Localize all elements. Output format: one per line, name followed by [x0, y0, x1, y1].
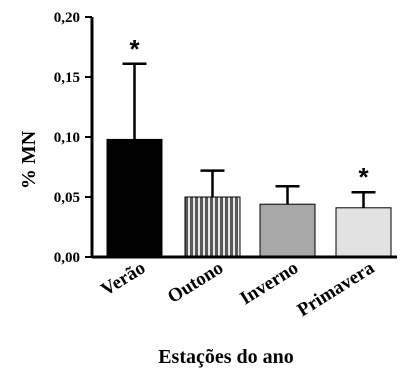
- y-axis-title: % MN: [18, 130, 40, 189]
- y-tick-label: 0,05: [54, 190, 80, 206]
- significance-marker: *: [358, 162, 369, 192]
- x-category-label: Outono: [164, 257, 227, 307]
- bar-inverno: [259, 203, 316, 258]
- x-category-label: Primavera: [294, 257, 379, 321]
- y-tick-label: 0,10: [54, 130, 80, 146]
- bar-verão: [106, 138, 163, 258]
- x-axis-title: Estações do ano: [158, 346, 294, 368]
- y-axis-ticks: 0,00 0,05 0,10 0,15 0,20: [54, 10, 92, 266]
- bar-outono: [184, 196, 241, 258]
- significance-marker: *: [129, 34, 140, 64]
- x-category-label: Verão: [97, 257, 149, 300]
- bar-primavera: [335, 207, 392, 258]
- y-tick-label: 0,00: [54, 250, 80, 266]
- y-tick-label: 0,20: [54, 10, 80, 26]
- chart-marks: **: [106, 34, 392, 258]
- y-tick-label: 0,15: [54, 70, 80, 86]
- x-category-label: Inverno: [236, 257, 302, 309]
